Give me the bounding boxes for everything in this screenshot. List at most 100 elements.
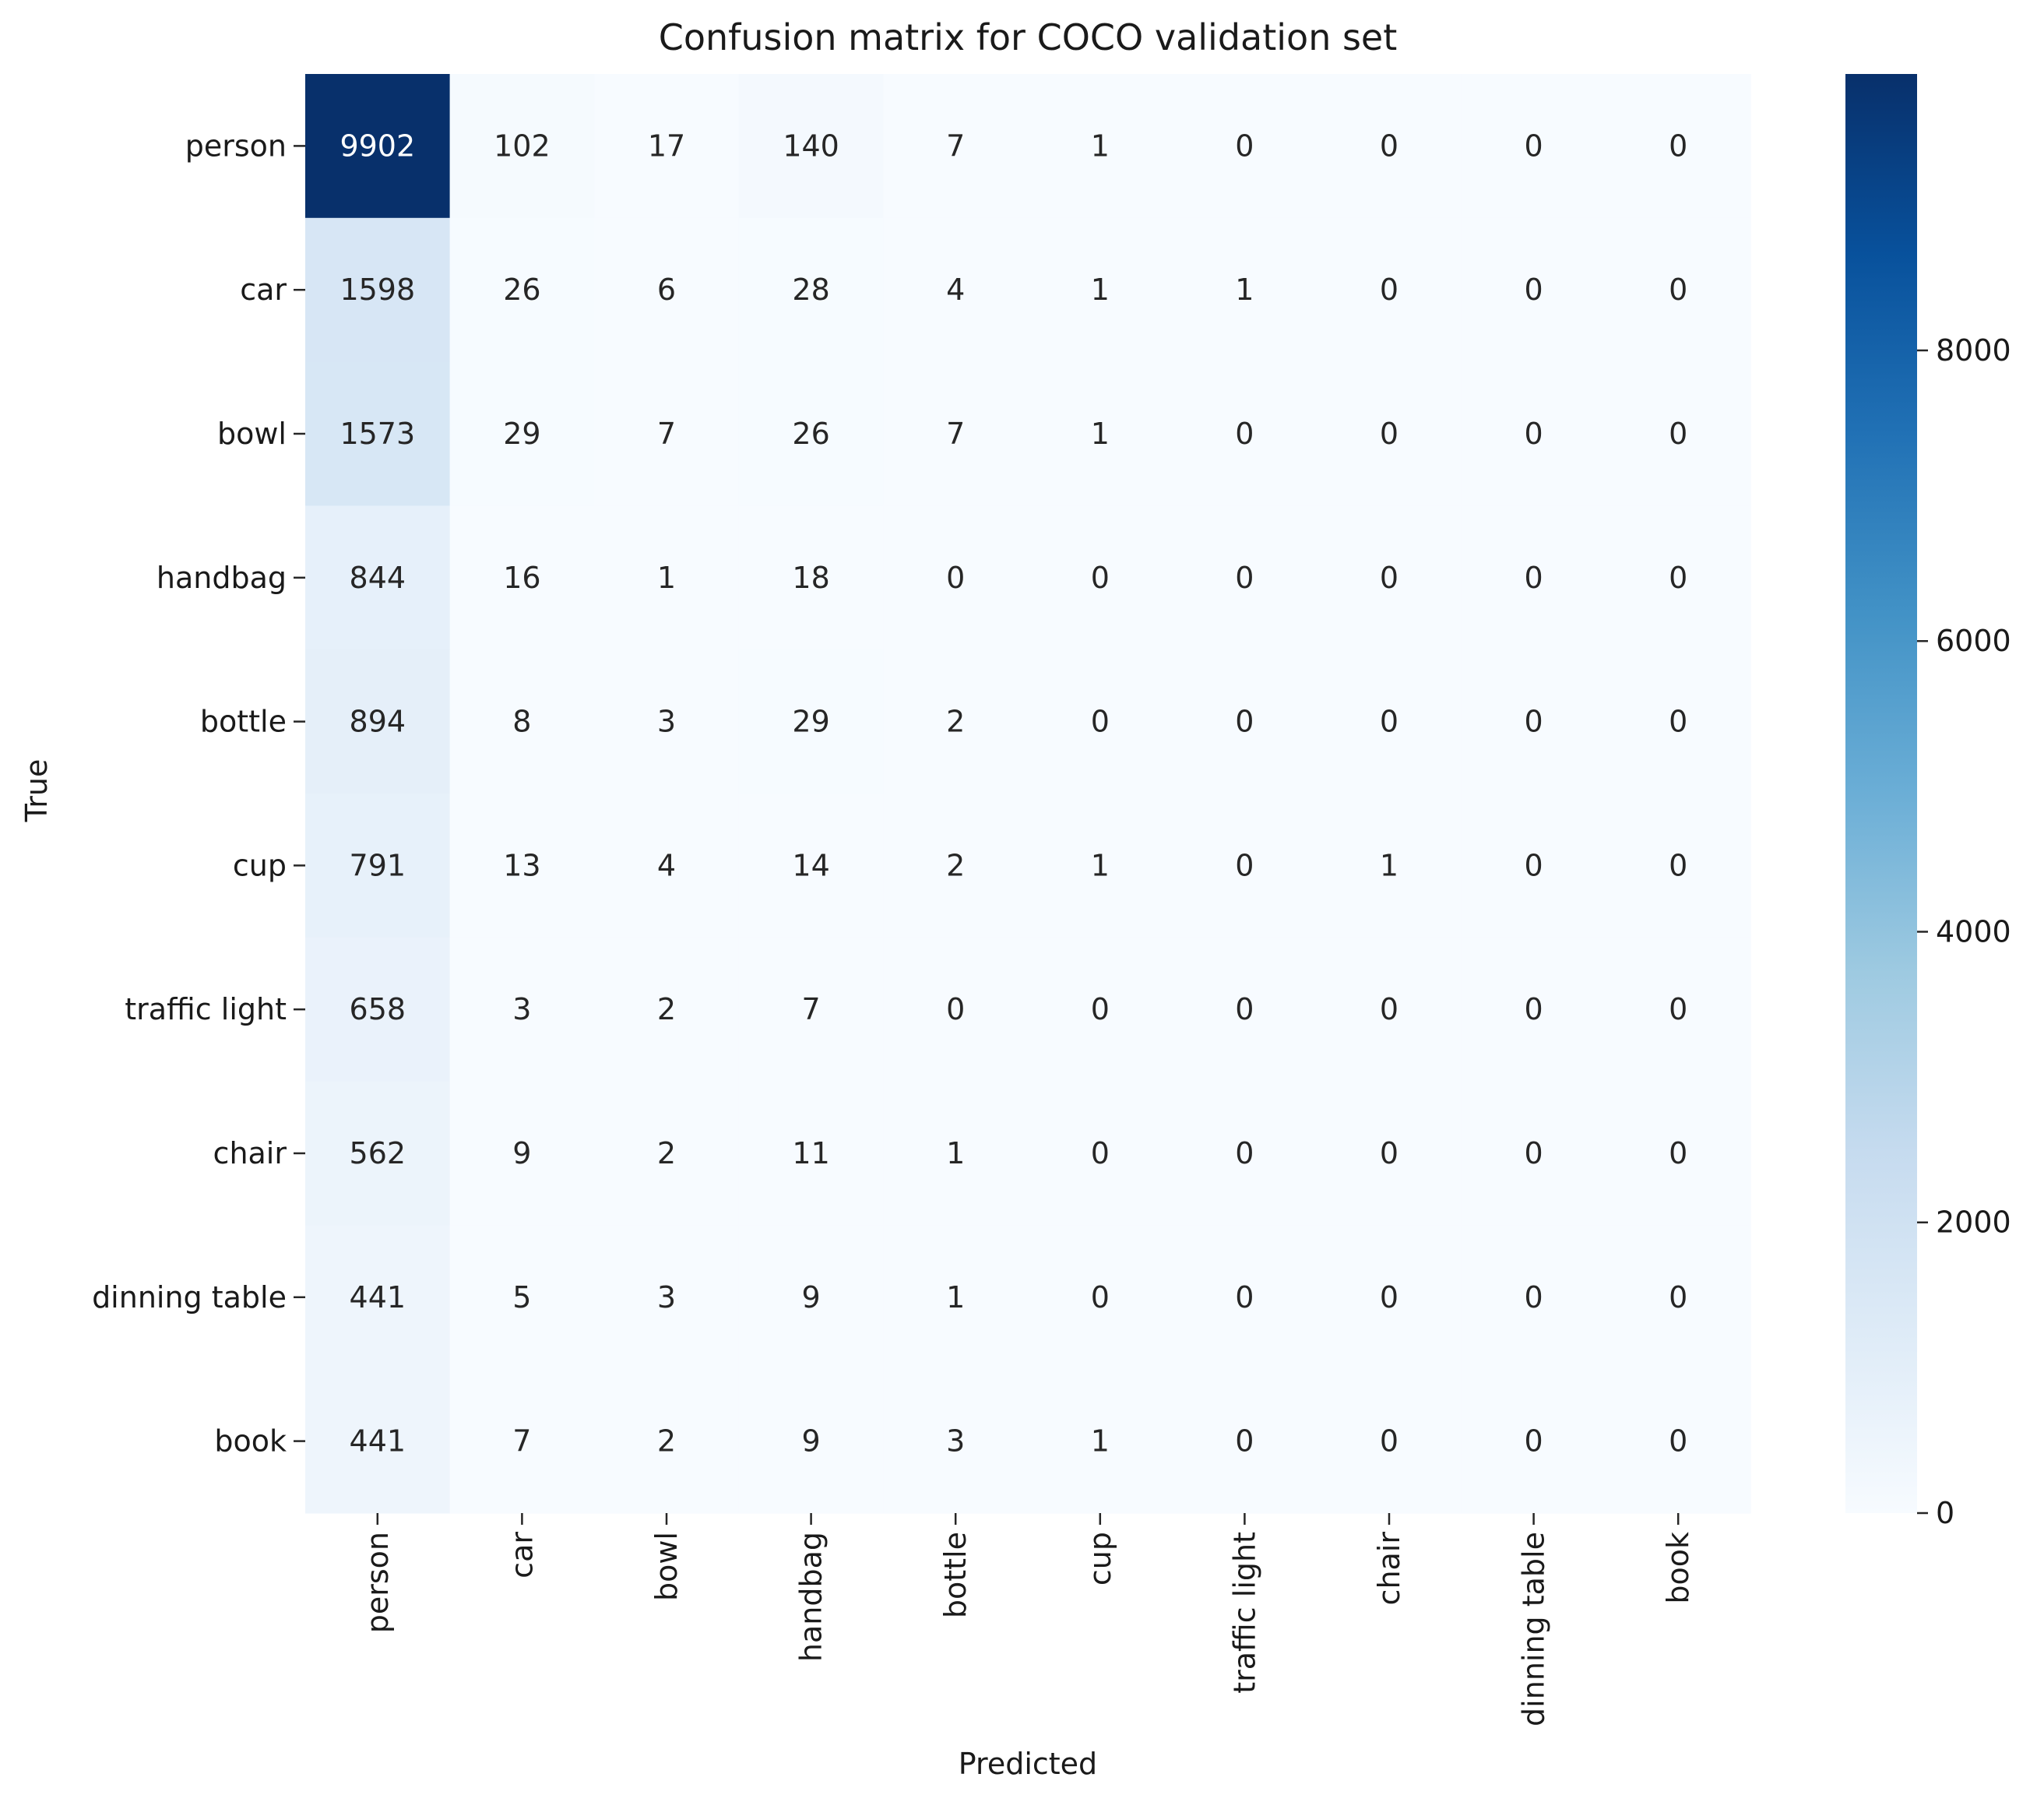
cell-value-label: 2 xyxy=(657,992,676,1026)
cell-value-label: 0 xyxy=(1380,1280,1398,1314)
y-tick-label: person xyxy=(185,128,287,163)
cell-value-label: 0 xyxy=(1235,705,1254,739)
heatmap-cell xyxy=(738,74,884,219)
heatmap-cell xyxy=(1317,794,1462,938)
heatmap-cell xyxy=(1028,217,1173,363)
heatmap-cell xyxy=(1028,74,1173,219)
x-tick-label: car xyxy=(505,1532,539,1578)
cell-value-label: 0 xyxy=(1669,1280,1687,1314)
cell-value-label: 26 xyxy=(503,273,540,307)
heatmap-cell xyxy=(1461,1369,1606,1514)
heatmap-cell xyxy=(1461,361,1606,506)
heatmap-cell xyxy=(883,1369,1029,1514)
heatmap-cell xyxy=(1028,1369,1173,1514)
y-tick-label: traffic light xyxy=(125,992,287,1026)
cell-value-label: 2 xyxy=(946,848,965,882)
cell-value-label: 0 xyxy=(1525,417,1543,451)
heatmap-cell xyxy=(1172,74,1318,219)
x-tick-label: bottle xyxy=(938,1532,973,1618)
y-tick-label: dinning table xyxy=(92,1280,287,1314)
heatmap-cell xyxy=(449,1081,595,1226)
heatmap-cell xyxy=(449,361,595,506)
cell-value-label: 7 xyxy=(946,417,965,451)
heatmap-cell xyxy=(738,649,884,794)
heatmap-cell xyxy=(1172,217,1318,363)
cell-value-label: 0 xyxy=(1525,561,1543,595)
cell-value-label: 2 xyxy=(657,1136,676,1170)
heatmap-cell xyxy=(1317,217,1462,363)
heatmap-cell xyxy=(883,505,1029,650)
cell-value-label: 9902 xyxy=(339,128,415,163)
heatmap-cell xyxy=(449,937,595,1082)
heatmap-cell xyxy=(1028,361,1173,506)
cell-value-label: 9 xyxy=(802,1280,821,1314)
heatmap-cell xyxy=(1028,1081,1173,1226)
cell-value-label: 102 xyxy=(494,128,551,163)
heatmap-cell xyxy=(738,1225,884,1370)
cell-value-label: 3 xyxy=(657,1280,676,1314)
heatmap-cell xyxy=(1606,1369,1751,1514)
heatmap-cell xyxy=(738,361,884,506)
heatmap-cell xyxy=(305,361,451,506)
heatmap-cell xyxy=(1606,1225,1751,1370)
heatmap-cell xyxy=(738,794,884,938)
y-tick-label: chair xyxy=(213,1136,287,1170)
heatmap-cell xyxy=(1028,505,1173,650)
heatmap-cell xyxy=(449,1369,595,1514)
heatmap-cell xyxy=(305,505,451,650)
cell-value-label: 14 xyxy=(792,848,829,882)
heatmap-cell xyxy=(883,361,1029,506)
heatmap-cell xyxy=(594,1225,740,1370)
heatmap-cell xyxy=(1028,649,1173,794)
cell-value-label: 1 xyxy=(1091,848,1110,882)
cell-value-label: 0 xyxy=(1669,992,1687,1026)
y-axis: person car bowl handbag bottle cup traffic lig… xyxy=(92,128,305,1459)
heatmap-cell xyxy=(1461,217,1606,363)
cell-value-label: 7 xyxy=(512,1424,531,1459)
heatmap-cell xyxy=(1028,937,1173,1082)
heatmap-cell xyxy=(883,794,1029,938)
cell-value-label: 3 xyxy=(657,705,676,739)
heatmap-cell xyxy=(305,1369,451,1514)
x-axis-label: Predicted xyxy=(959,1747,1097,1781)
heatmap-cell xyxy=(1028,1225,1173,1370)
cell-value-label: 0 xyxy=(1525,1424,1543,1459)
heatmap-cell xyxy=(1317,1369,1462,1514)
heatmap-cell xyxy=(1317,1081,1462,1226)
cell-value-label: 9 xyxy=(802,1424,821,1459)
cell-value-label: 0 xyxy=(1235,992,1254,1026)
cell-value-label: 0 xyxy=(1235,1280,1254,1314)
heatmap-cell xyxy=(1172,937,1318,1082)
colorbar-tick-label: 8000 xyxy=(1936,333,2011,368)
heatmap-cell xyxy=(1461,649,1606,794)
heatmap-cell xyxy=(1172,361,1318,506)
cell-value-label: 0 xyxy=(1525,1136,1543,1170)
cell-value-label: 26 xyxy=(792,417,829,451)
heatmap-cell xyxy=(883,1225,1029,1370)
cell-value-label: 2 xyxy=(657,1424,676,1459)
y-tick-label: car xyxy=(240,273,287,307)
heatmap-cell xyxy=(883,1081,1029,1226)
cell-value-label: 0 xyxy=(1669,705,1687,739)
cell-value-label: 0 xyxy=(1669,128,1687,163)
cell-value-label: 0 xyxy=(1525,992,1543,1026)
cell-value-label: 4 xyxy=(657,848,676,882)
cell-value-label: 3 xyxy=(946,1424,965,1459)
cell-value-label: 844 xyxy=(350,561,406,595)
heatmap-cell xyxy=(1317,74,1462,219)
cell-value-label: 29 xyxy=(792,705,829,739)
heatmap-cell xyxy=(1461,1081,1606,1226)
heatmap-cell xyxy=(305,649,451,794)
cell-value-label: 7 xyxy=(802,992,821,1026)
heatmap-cell xyxy=(738,1369,884,1514)
cell-value-label: 5 xyxy=(512,1280,531,1314)
heatmap-cell xyxy=(1606,505,1751,650)
heatmap-cell xyxy=(1172,649,1318,794)
heatmap-cell xyxy=(1606,794,1751,938)
x-tick-label: book xyxy=(1661,1532,1695,1604)
cell-value-label: 1573 xyxy=(339,417,415,451)
heatmap-cell xyxy=(1317,1225,1462,1370)
cell-value-label: 1 xyxy=(1091,273,1110,307)
cell-value-label: 0 xyxy=(1669,1424,1687,1459)
colorbar-gradient xyxy=(1845,74,1917,1513)
